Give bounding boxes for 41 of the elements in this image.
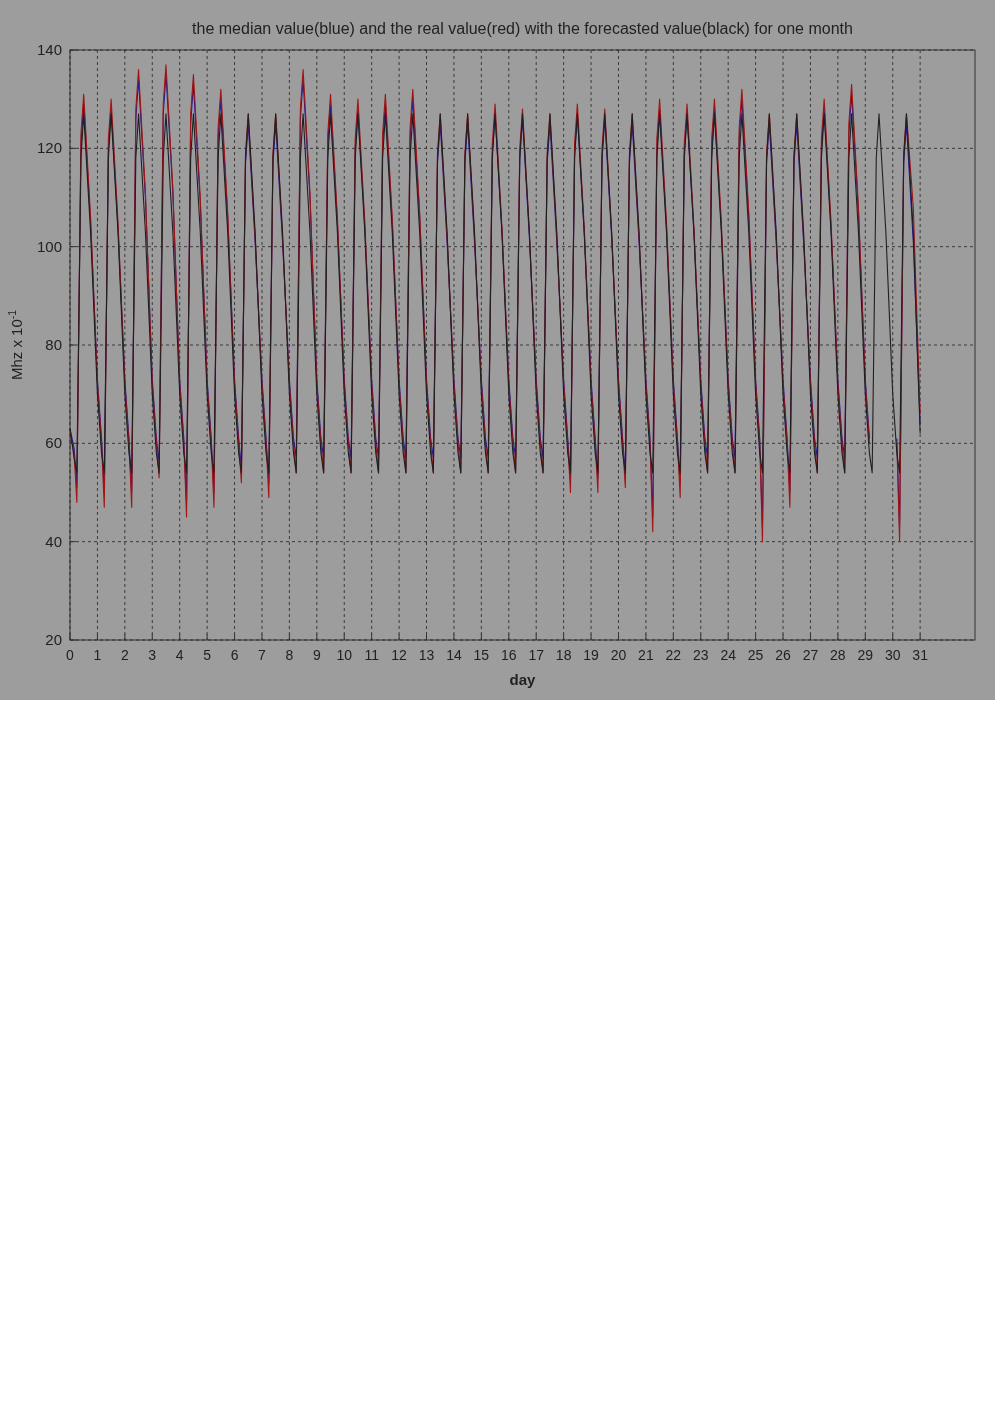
x-tick-label: 15 — [473, 647, 490, 663]
x-tick-label: 27 — [802, 647, 819, 663]
x-tick-label: 12 — [391, 647, 408, 663]
y-tick-label: 60 — [45, 434, 62, 452]
x-tick-label: 3 — [148, 647, 157, 663]
x-tick-label: 10 — [336, 647, 353, 663]
y-tick-label: 80 — [45, 336, 62, 353]
y-tick-label: 40 — [45, 532, 62, 550]
x-tick-label: 25 — [747, 647, 764, 663]
x-tick-label: 19 — [583, 647, 600, 663]
x-axis-title: day — [509, 671, 537, 688]
y-tick-label: 20 — [45, 631, 62, 648]
x-tick-label: 2 — [120, 647, 129, 663]
y-tick-label: 120 — [36, 139, 62, 157]
x-tick-label: 13 — [418, 647, 435, 663]
chart-title: the median value(blue) and the real value(red) with the forecasted value(black) for one month — [192, 20, 853, 37]
x-tick-label: 1 — [93, 647, 102, 663]
x-tick-label: 5 — [203, 647, 212, 663]
x-tick-label: 26 — [775, 647, 792, 663]
x-tick-label: 30 — [884, 647, 901, 663]
x-tick-label: 0 — [66, 647, 75, 663]
x-tick-label: 8 — [285, 647, 294, 663]
y-tick-label: 100 — [36, 237, 62, 255]
x-tick-label: 24 — [720, 647, 737, 663]
x-tick-label: 23 — [692, 647, 709, 663]
x-tick-label: 6 — [230, 647, 239, 663]
x-tick-label: 31 — [912, 647, 929, 663]
x-tick-label: 17 — [528, 647, 545, 663]
x-tick-label: 11 — [364, 647, 380, 663]
x-tick-label: 28 — [830, 647, 846, 663]
y-tick-label: 140 — [36, 41, 62, 58]
x-tick-label: 21 — [638, 647, 654, 663]
x-tick-label: 18 — [555, 647, 572, 663]
x-tick-label: 14 — [446, 647, 462, 663]
x-tick-label: 4 — [175, 647, 184, 663]
x-tick-label: 29 — [857, 647, 874, 663]
x-tick-label: 22 — [665, 647, 682, 663]
x-tick-label: 7 — [258, 647, 267, 663]
x-tick-label: 9 — [312, 647, 321, 663]
x-tick-label: 20 — [610, 647, 627, 663]
x-tick-label: 16 — [501, 647, 517, 663]
